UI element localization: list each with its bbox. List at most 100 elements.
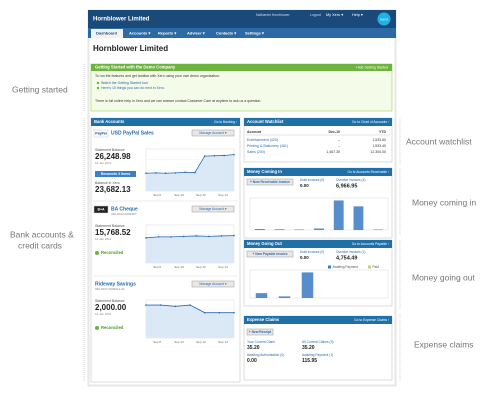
button[interactable] xyxy=(246,328,274,336)
link[interactable]: Go to Banking › xyxy=(214,120,237,124)
button-label[interactable]: Manage Account ▾ xyxy=(199,282,226,286)
link[interactable]: Draft invoices (0) xyxy=(300,250,324,254)
chart-point xyxy=(184,171,186,174)
chart-point xyxy=(233,234,235,237)
account-name[interactable]: USD PayPal Sales xyxy=(111,130,154,136)
panel-header xyxy=(91,118,240,126)
link[interactable]: Go to Accounts Receivable › xyxy=(347,170,389,174)
button[interactable] xyxy=(246,178,294,186)
annotation: Expense claims xyxy=(414,339,474,349)
account-name[interactable]: BA Cheque xyxy=(111,206,138,212)
bar xyxy=(314,228,324,230)
label: Getting Started with the Demo Company xyxy=(95,65,176,70)
link[interactable]: Watch the Getting Started tour xyxy=(101,81,149,85)
chart-point xyxy=(223,154,226,157)
chart-point xyxy=(203,311,206,314)
nav-item[interactable]: Accounts ▾ xyxy=(129,31,151,36)
nav-active xyxy=(91,29,123,38)
nav-item[interactable]: Dashboard xyxy=(96,31,117,36)
button-label[interactable]: + New Receipt xyxy=(249,330,272,334)
label: Statement Balance xyxy=(95,299,125,303)
annotation: Bank accounts & xyxy=(10,229,74,239)
amount: 0.00 xyxy=(300,183,309,188)
x-tick-label: Sep 14 xyxy=(218,193,228,197)
balance: 2,000.00 xyxy=(95,303,127,312)
button[interactable] xyxy=(191,280,235,288)
button-label[interactable]: + New Payable Invoice xyxy=(252,252,287,256)
table-cell: – xyxy=(338,144,340,148)
chart-point xyxy=(233,311,235,314)
panel-title: Bank Accounts xyxy=(94,119,125,124)
menu[interactable]: My Xero ▾ xyxy=(326,13,343,17)
link[interactable]: Draft invoices (0) xyxy=(300,178,324,182)
nav-item[interactable]: Reports ▾ xyxy=(158,31,177,36)
legend-label: Awaiting Payment xyxy=(333,265,359,269)
nav-item[interactable]: Contacts ▾ xyxy=(216,31,237,36)
x-tick-label: Sep 14 xyxy=(218,340,228,344)
chart-point xyxy=(233,153,235,156)
button-label[interactable]: Manage Account ▾ xyxy=(199,131,226,135)
x-tick-label: Sep 10 xyxy=(174,340,184,344)
panel-title: Money Coming In xyxy=(247,169,282,174)
account-name[interactable]: Rideway Savings xyxy=(95,281,136,287)
chart-point xyxy=(154,172,157,174)
table-cell[interactable]: Entertainment (420) xyxy=(247,138,278,142)
link[interactable]: Hide Getting Started xyxy=(356,65,388,69)
table-cell[interactable]: Printing & Stationery (461) xyxy=(247,144,288,148)
button-label[interactable]: + New Receivable Invoice xyxy=(250,180,290,184)
legend-swatch xyxy=(328,265,331,269)
amount: 35.20 xyxy=(247,345,260,351)
chart-point xyxy=(203,155,206,157)
table-header: Dec-10 xyxy=(329,130,341,134)
amount: 4,754.49 xyxy=(336,255,357,261)
link[interactable]: Go to Expense Claims › xyxy=(354,318,389,322)
button[interactable] xyxy=(191,205,235,213)
table-cell: – xyxy=(338,138,340,142)
chart-point xyxy=(194,171,196,174)
link[interactable]: All Current Claims (3) xyxy=(302,340,334,344)
account-number: 020-0022-0099387 xyxy=(111,212,137,216)
panel-title: Account Watchlist xyxy=(247,119,284,124)
account-number: 090-9047-0005011-02 xyxy=(95,287,125,291)
chart-line xyxy=(145,235,235,239)
amount: 35.20 xyxy=(302,345,315,351)
legend-swatch xyxy=(368,265,371,269)
amount: 115.95 xyxy=(302,358,317,364)
reconcile-button[interactable] xyxy=(95,171,136,177)
date: 14 Jan 2011 xyxy=(95,312,112,316)
label: Balance in Xero xyxy=(95,181,120,185)
bullet xyxy=(96,81,100,85)
chart-point xyxy=(182,235,185,238)
link[interactable]: Overdue invoices (4) xyxy=(336,178,365,182)
link[interactable]: Go to Chart of Accounts › xyxy=(352,120,389,124)
button-label[interactable]: Manage Account ▾ xyxy=(199,207,226,211)
menu[interactable]: Help ▾ xyxy=(352,13,363,17)
annotation: Money going out xyxy=(412,272,475,282)
button-label[interactable]: Reconcile 2 items xyxy=(101,172,131,176)
chart-plot xyxy=(249,197,389,231)
getting-started-header xyxy=(91,64,392,71)
nav-item[interactable]: Adviser ▾ xyxy=(187,31,206,36)
panel-title: Money Going Out xyxy=(247,241,282,246)
button[interactable] xyxy=(191,129,235,137)
link[interactable]: Overdue invoices (1) xyxy=(336,250,365,254)
chart-point xyxy=(164,172,167,175)
link[interactable]: Awaiting Payment (1) xyxy=(302,353,333,357)
top-bar xyxy=(88,10,396,28)
link[interactable]: Awaiting Authorisation (0) xyxy=(247,353,284,357)
chart-area xyxy=(146,235,234,263)
table-cell: 1,467.30 xyxy=(326,150,340,154)
annotation: Account watchlist xyxy=(406,136,472,146)
link[interactable]: Your Current Claim xyxy=(247,340,275,344)
status: Reconciled xyxy=(101,250,124,255)
link[interactable]: Go to Accounts Payable › xyxy=(352,242,389,246)
nav-item[interactable]: Settings ▾ xyxy=(245,31,265,36)
page-title: Hornblower Limited xyxy=(93,44,168,53)
table-cell[interactable]: Sales (200) xyxy=(247,150,265,154)
button[interactable] xyxy=(246,250,294,258)
amount: 6,966.95 xyxy=(336,183,357,189)
link[interactable]: Here's 10 things you can do next in Xero… xyxy=(101,86,165,90)
link[interactable]: Logout xyxy=(310,13,321,17)
label: There is full online help in Xero and we… xyxy=(95,99,261,103)
